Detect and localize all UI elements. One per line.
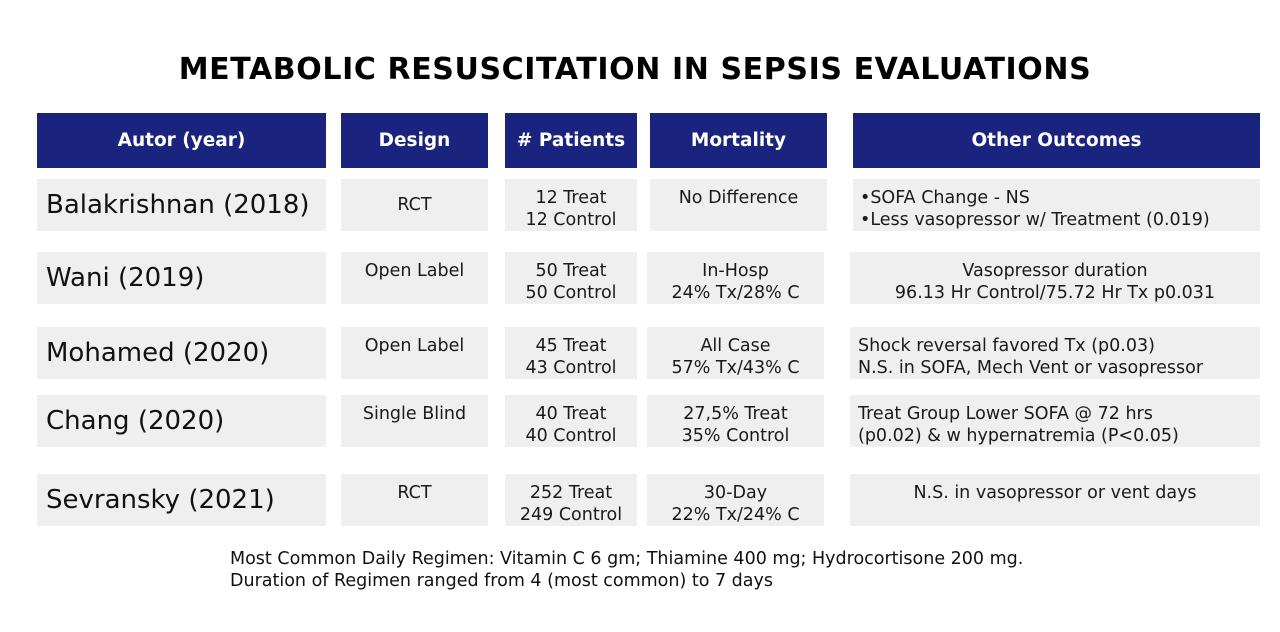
patients-treat: 12 Treat [535, 188, 607, 208]
outcome-line: •SOFA Change - NS [860, 188, 1030, 208]
design-text: Open Label [364, 336, 465, 356]
patients-cell: 252 Treat 249 Control [505, 474, 637, 526]
outcome-line: N.S. in vasopressor or vent days [913, 483, 1197, 503]
outcomes-cell: Vasopressor duration 96.13 Hr Control/75.… [850, 252, 1260, 304]
outcome-line: Shock reversal favored Tx (p0.03) [858, 336, 1155, 356]
mortality-line: 35% Control [681, 426, 790, 446]
author-cell: Balakrishnan (2018) [37, 179, 326, 231]
patients-control: 50 Control [525, 283, 617, 303]
mortality-line: 57% Tx/43% C [671, 358, 800, 378]
outcomes-cell: Treat Group Lower SOFA @ 72 hrs (p0.02) &… [850, 395, 1260, 447]
mortality-cell: In-Hosp 24% Tx/28% C [647, 252, 824, 304]
author-cell: Mohamed (2020) [37, 327, 326, 379]
outcomes-cell: Shock reversal favored Tx (p0.03) N.S. in… [850, 327, 1260, 379]
design-cell: RCT [341, 179, 488, 231]
mortality-cell: 30-Day 22% Tx/24% C [647, 474, 824, 526]
header-author: Autor (year) [37, 113, 326, 168]
mortality-line: No Difference [678, 188, 799, 208]
header-mortality: Mortality [650, 113, 827, 168]
mortality-line: 22% Tx/24% C [671, 505, 800, 525]
patients-control: 12 Control [525, 210, 617, 230]
outcome-line: N.S. in SOFA, Mech Vent or vasopressor [858, 358, 1204, 378]
author-cell: Sevransky (2021) [37, 474, 326, 526]
outcomes-cell: •SOFA Change - NS •Less vasopressor w/ Tr… [853, 179, 1260, 231]
slide-title: METABOLIC RESUSCITATION IN SEPSIS EVALUA… [178, 52, 1092, 87]
mortality-cell: All Case 57% Tx/43% C [647, 327, 824, 379]
patients-cell: 12 Treat 12 Control [505, 179, 637, 231]
design-text: Open Label [364, 261, 465, 281]
patients-cell: 45 Treat 43 Control [505, 327, 637, 379]
patients-control: 40 Control [525, 426, 617, 446]
design-cell: Open Label [341, 327, 488, 379]
header-patients: # Patients [505, 113, 637, 168]
mortality-cell: No Difference [650, 179, 827, 231]
outcome-line: (p0.02) & w hypernatremia (P<0.05) [858, 426, 1179, 446]
footer-line-duration: Duration of Regimen ranged from 4 (most … [230, 571, 773, 591]
patients-treat: 252 Treat [529, 483, 613, 503]
header-design: Design [341, 113, 488, 168]
patients-treat: 45 Treat [535, 336, 607, 356]
outcome-line: Treat Group Lower SOFA @ 72 hrs [858, 404, 1153, 424]
mortality-line: All Case [700, 336, 771, 356]
mortality-line: 24% Tx/28% C [671, 283, 800, 303]
outcomes-cell: N.S. in vasopressor or vent days [850, 474, 1260, 526]
design-text: Single Blind [362, 404, 467, 424]
author-cell: Chang (2020) [37, 395, 326, 447]
author-cell: Wani (2019) [37, 252, 326, 304]
header-other-outcomes: Other Outcomes [853, 113, 1260, 168]
patients-control: 43 Control [525, 358, 617, 378]
patients-cell: 40 Treat 40 Control [505, 395, 637, 447]
outcome-line: •Less vasopressor w/ Treatment (0.019) [860, 210, 1210, 230]
patients-treat: 50 Treat [535, 261, 607, 281]
design-cell: Single Blind [341, 395, 488, 447]
footer-line-regimen: Most Common Daily Regimen: Vitamin C 6 g… [230, 549, 1024, 569]
patients-cell: 50 Treat 50 Control [505, 252, 637, 304]
design-text: RCT [397, 483, 432, 503]
outcome-line: 96.13 Hr Control/75.72 Hr Tx p0.031 [894, 283, 1216, 303]
design-cell: RCT [341, 474, 488, 526]
mortality-line: 30-Day [703, 483, 768, 503]
mortality-line: In-Hosp [702, 261, 769, 281]
patients-control: 249 Control [519, 505, 623, 525]
design-cell: Open Label [341, 252, 488, 304]
mortality-line: 27,5% Treat [683, 404, 788, 424]
mortality-cell: 27,5% Treat 35% Control [647, 395, 824, 447]
patients-treat: 40 Treat [535, 404, 607, 424]
design-text: RCT [397, 195, 432, 215]
footer-notes: Most Common Daily Regimen: Vitamin C 6 g… [230, 548, 1023, 592]
outcome-line: Vasopressor duration [962, 261, 1148, 281]
